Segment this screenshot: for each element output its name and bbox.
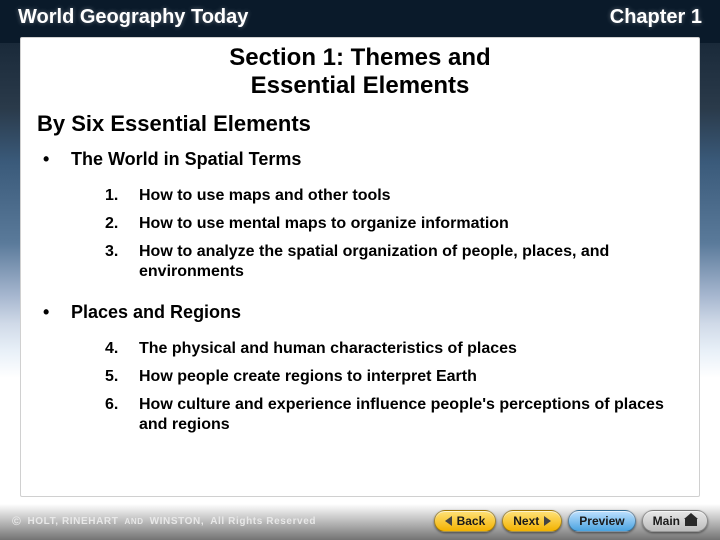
book-title: World Geography Today	[18, 6, 248, 29]
item-number: 6.	[105, 395, 139, 415]
item-text: How people create regions to interpret E…	[139, 367, 683, 387]
section-title-line1: Section 1: Themes and	[229, 44, 490, 71]
and-word: AND	[124, 517, 143, 526]
item-text: How to analyze the spatial organization …	[139, 242, 683, 282]
item-number: 1.	[105, 186, 139, 206]
bullet-row: • The World in Spatial Terms	[43, 149, 683, 170]
home-icon	[685, 516, 697, 526]
item-number: 4.	[105, 339, 139, 359]
slide-footer: © HOLT, RINEHART AND WINSTON, All Rights…	[0, 504, 720, 540]
item-text: The physical and human characteristics o…	[139, 339, 683, 359]
next-button[interactable]: Next	[502, 510, 562, 532]
item-number: 5.	[105, 367, 139, 387]
copyright: © HOLT, RINEHART AND WINSTON, All Rights…	[12, 514, 316, 528]
list-item: 4. The physical and human characteristic…	[105, 339, 683, 359]
content-panel: Section 1: Themes and Essential Elements…	[20, 37, 700, 497]
subheading: By Six Essential Elements	[37, 111, 683, 137]
item-text: How to use mental maps to organize infor…	[139, 214, 683, 234]
back-button[interactable]: Back	[434, 510, 497, 532]
chevron-right-icon	[544, 516, 551, 526]
preview-label: Preview	[579, 514, 624, 528]
main-button[interactable]: Main	[642, 510, 708, 532]
list-item: 5. How people create regions to interpre…	[105, 367, 683, 387]
item-number: 3.	[105, 242, 139, 262]
list-item: 3. How to analyze the spatial organizati…	[105, 242, 683, 282]
bullet-dot-icon: •	[43, 302, 71, 323]
list-item: 1. How to use maps and other tools	[105, 186, 683, 206]
numbered-list: 1. How to use maps and other tools 2. Ho…	[105, 178, 683, 290]
nav-buttons: Back Next Preview Main	[434, 510, 708, 532]
rights-reserved: All Rights Reserved	[210, 516, 316, 527]
bullet-topic: Places and Regions	[71, 302, 241, 323]
main-label: Main	[653, 514, 680, 528]
section-title: Section 1: Themes and Essential Elements	[37, 44, 683, 99]
back-label: Back	[457, 514, 486, 528]
slide-header: World Geography Today Chapter 1	[0, 0, 720, 33]
item-text: How to use maps and other tools	[139, 186, 683, 206]
list-item: 2. How to use mental maps to organize in…	[105, 214, 683, 234]
copyright-symbol-icon: ©	[12, 514, 21, 528]
publisher: HOLT, RINEHART	[27, 516, 118, 527]
bullet-dot-icon: •	[43, 149, 71, 170]
chapter-label: Chapter 1	[610, 6, 702, 29]
item-number: 2.	[105, 214, 139, 234]
section-title-line2: Essential Elements	[251, 72, 470, 99]
bullet-topic: The World in Spatial Terms	[71, 149, 301, 170]
chevron-left-icon	[445, 516, 452, 526]
numbered-list: 4. The physical and human characteristic…	[105, 331, 683, 443]
winston: WINSTON,	[150, 516, 205, 527]
bullet-row: • Places and Regions	[43, 302, 683, 323]
preview-button[interactable]: Preview	[568, 510, 635, 532]
item-text: How culture and experience influence peo…	[139, 395, 683, 435]
next-label: Next	[513, 514, 539, 528]
list-item: 6. How culture and experience influence …	[105, 395, 683, 435]
